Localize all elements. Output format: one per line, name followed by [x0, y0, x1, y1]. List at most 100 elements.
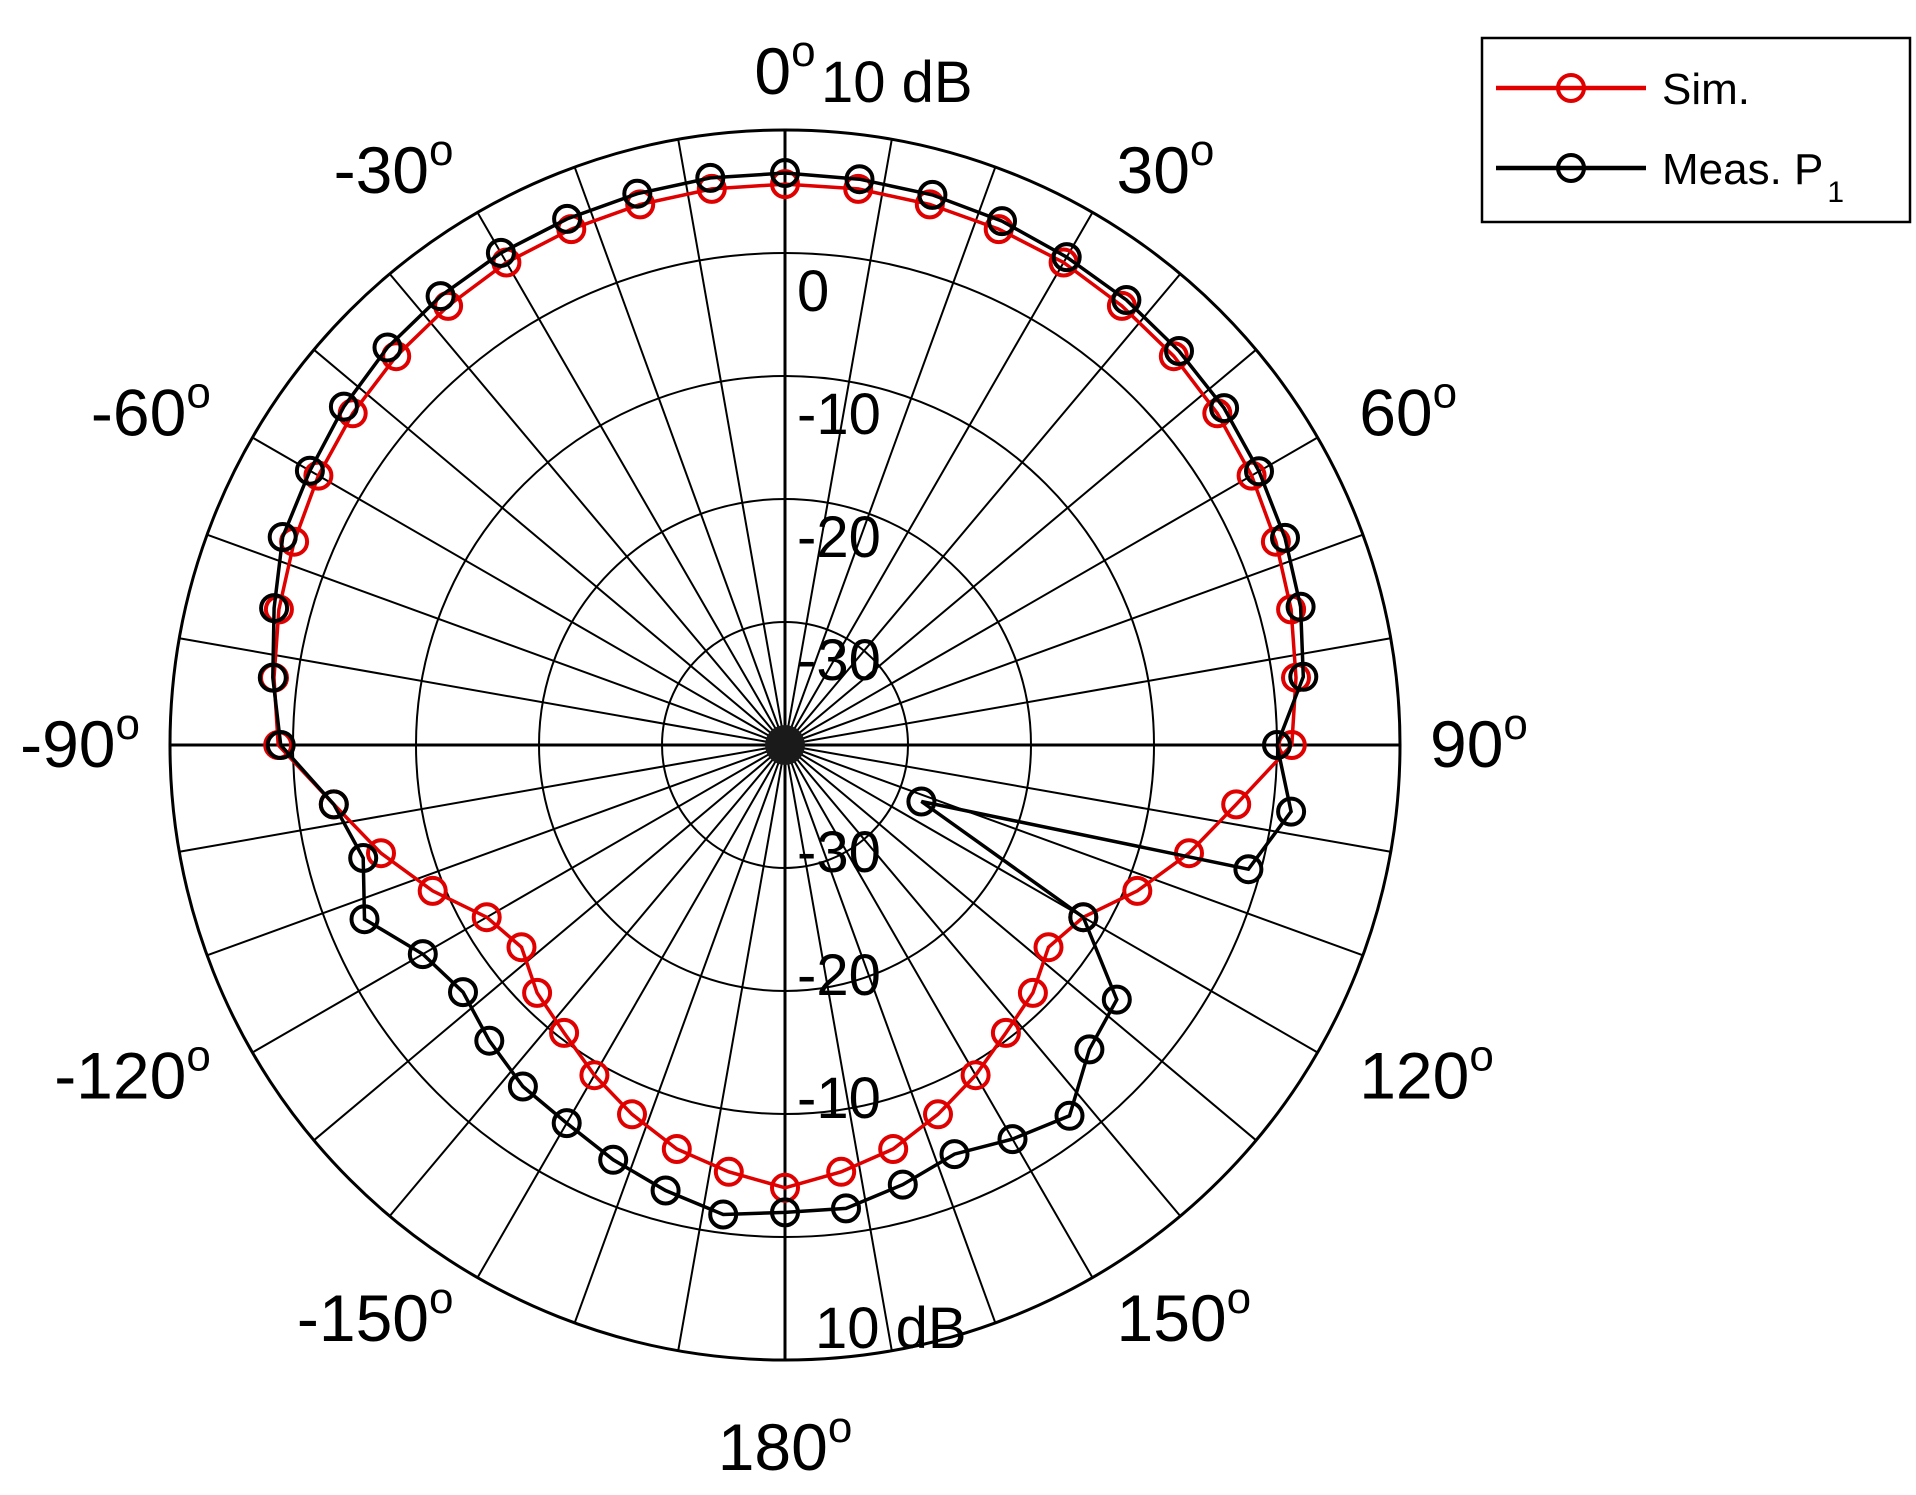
data-point	[831, 1193, 861, 1224]
grid-spoke	[784, 744, 1319, 1054]
grid-spoke	[784, 744, 1094, 1279]
data-point	[265, 730, 296, 760]
data-point	[598, 1144, 629, 1175]
grid-spoke	[784, 637, 1391, 746]
data-point	[372, 332, 403, 363]
data-point	[878, 1134, 909, 1164]
data-point	[1111, 285, 1142, 315]
data-point	[552, 203, 583, 234]
data-point	[1276, 796, 1307, 827]
data-point	[1033, 932, 1064, 963]
data-point	[294, 455, 325, 486]
grid-spoke	[784, 273, 1182, 746]
grid-spoke	[784, 139, 893, 746]
data-point	[474, 1025, 505, 1056]
angle-label: 60o	[1359, 369, 1457, 450]
data-point	[471, 902, 502, 933]
data-point	[1262, 730, 1292, 760]
data-point	[661, 1134, 692, 1164]
data-point	[990, 1017, 1021, 1048]
grid-spoke	[313, 744, 786, 1142]
grid-spoke	[388, 273, 786, 746]
grid-spoke	[313, 348, 786, 746]
data-point	[349, 904, 380, 935]
series-line	[271, 171, 1306, 1217]
angle-label: -30o	[334, 126, 454, 207]
data-point	[1051, 242, 1082, 273]
data-point	[708, 1199, 739, 1230]
grid-spoke	[251, 744, 786, 1054]
grid-spoke	[784, 744, 1391, 853]
data-point	[1209, 393, 1240, 424]
data-point	[1068, 902, 1099, 933]
r-tick-label: -20	[797, 505, 881, 570]
grid-spoke	[784, 436, 1319, 746]
data-point	[770, 158, 800, 188]
data-point	[1244, 456, 1274, 487]
r-tick-label: 0	[797, 259, 829, 324]
grid-spoke	[388, 744, 786, 1217]
r-tick-label: -10	[797, 1066, 881, 1131]
angle-label: 90o	[1430, 700, 1528, 781]
data-point	[257, 662, 288, 693]
angle-label: 150o	[1117, 1274, 1252, 1355]
data-point	[917, 179, 948, 210]
data-point	[1164, 336, 1194, 366]
data-point	[770, 169, 800, 200]
angle-label: -90o	[20, 700, 140, 781]
data-point	[696, 173, 727, 204]
grid-spoke	[476, 744, 786, 1279]
data-point	[522, 977, 553, 1008]
data-point	[617, 1099, 647, 1130]
data-point	[622, 178, 653, 209]
data-point	[826, 1156, 857, 1187]
series-line	[272, 182, 1298, 1190]
data-point	[695, 162, 726, 193]
data-point	[407, 939, 438, 970]
data-point	[1101, 984, 1132, 1015]
data-point	[485, 237, 516, 268]
data-point	[1054, 1100, 1085, 1131]
data-point	[713, 1156, 744, 1187]
data-point	[507, 1071, 538, 1102]
grid-spoke	[784, 744, 1257, 1142]
data-point	[1122, 875, 1153, 906]
grid-spoke	[784, 744, 997, 1324]
angle-label: -150o	[297, 1274, 454, 1355]
angle-label: 0o	[754, 27, 815, 108]
data-point	[425, 281, 456, 312]
r-tick-label: -10	[797, 382, 881, 447]
data-point	[549, 1017, 580, 1048]
data-point	[366, 838, 396, 869]
series-layer	[257, 158, 1319, 1230]
grid-spoke	[251, 436, 786, 746]
grid-spoke	[677, 139, 786, 746]
grid-spoke	[573, 166, 786, 746]
data-point	[960, 1060, 991, 1091]
data-point	[1158, 341, 1189, 372]
center-hub	[765, 725, 805, 765]
r-tick-label: -20	[797, 943, 881, 1008]
data-point	[650, 1175, 681, 1206]
angle-label: 120o	[1359, 1032, 1494, 1113]
data-point	[328, 391, 359, 422]
data-point	[906, 786, 937, 817]
polar-grid	[168, 128, 1402, 1362]
data-point	[1074, 1034, 1105, 1065]
r-tick-label: -30	[797, 628, 881, 693]
grid-spoke	[784, 533, 1364, 746]
r-tick-label: -30	[797, 820, 881, 885]
grid-spoke	[179, 744, 786, 853]
data-point	[1285, 591, 1316, 622]
legend-item: Sim.	[1496, 65, 1750, 114]
grid-spoke	[677, 744, 786, 1351]
angle-label: -60o	[91, 369, 211, 450]
angle-label: 30o	[1117, 126, 1215, 207]
grid-spoke	[784, 348, 1257, 746]
grid-spoke	[784, 744, 893, 1351]
data-point	[843, 173, 874, 204]
r-max-label: 10 dB	[821, 50, 973, 115]
data-point	[579, 1060, 610, 1091]
grid-spoke	[206, 744, 786, 957]
grid-spoke	[784, 166, 997, 746]
